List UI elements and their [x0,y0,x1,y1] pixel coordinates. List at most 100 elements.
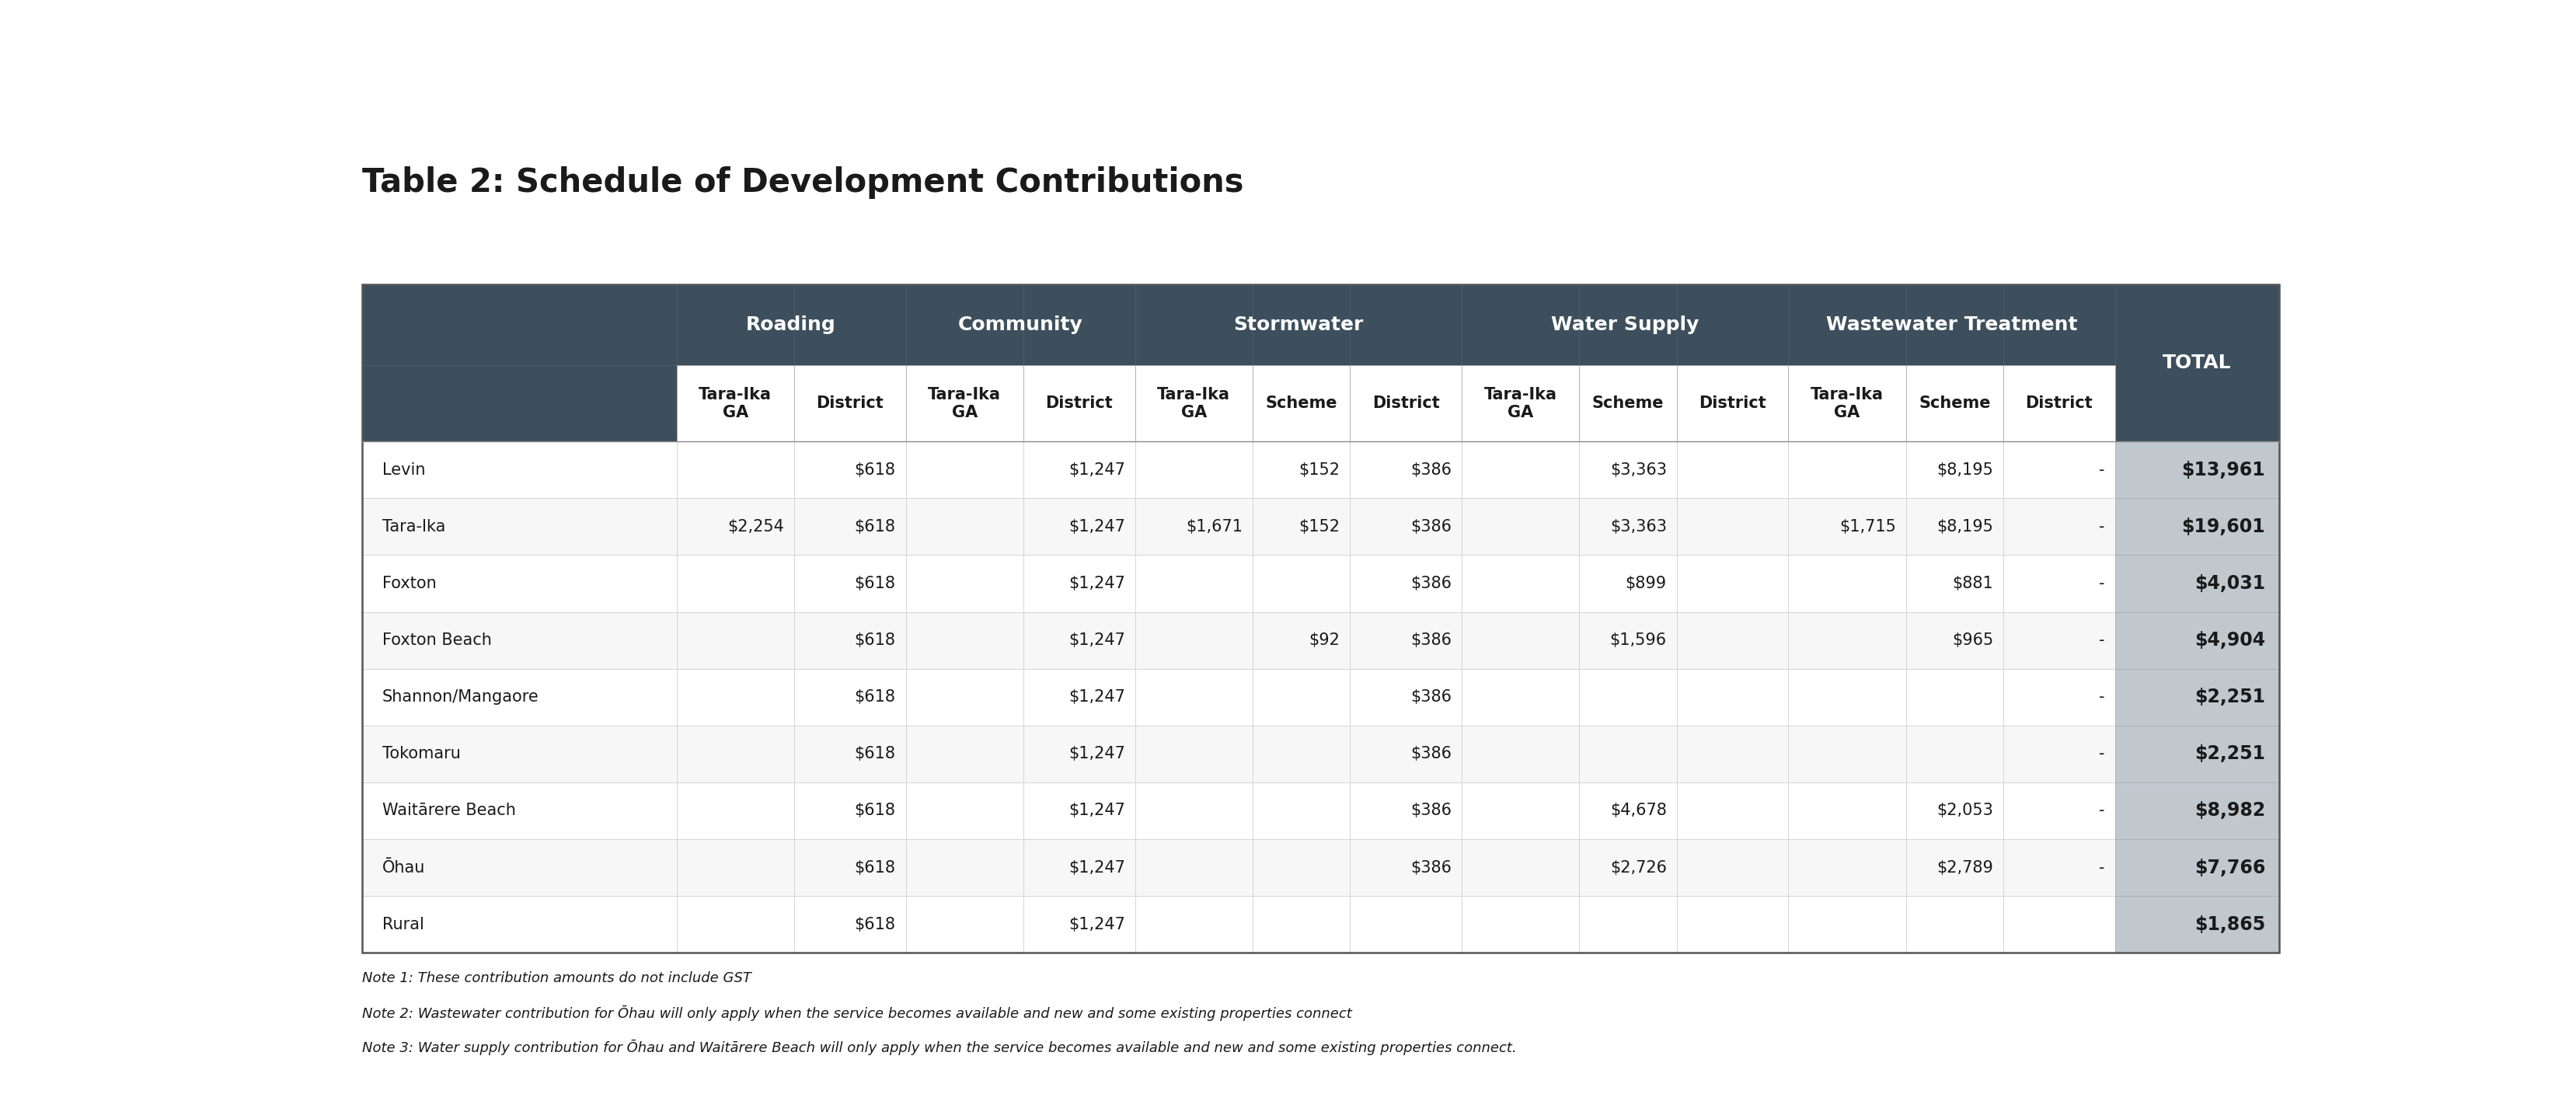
Bar [1350,783,1461,839]
Text: Note 3: Water supply contribution for Ōhau and Waitārere Beach will only apply w: Note 3: Water supply contribution for Ōh… [361,1039,1517,1055]
Bar [1252,442,1350,499]
Bar [1023,896,1133,952]
Text: Table 2: Schedule of Development Contributions: Table 2: Schedule of Development Contrib… [361,166,1244,198]
Text: $4,031: $4,031 [2195,575,2264,592]
Bar [1252,839,1350,896]
Bar [1133,783,1252,839]
Bar [1788,499,1906,555]
Text: Wastewater Treatment: Wastewater Treatment [1826,316,2076,335]
Bar [1133,366,1252,442]
Bar [677,442,793,499]
Text: $618: $618 [855,462,896,478]
Bar [1133,612,1252,668]
Bar [793,366,904,442]
Bar [793,612,904,668]
Text: -: - [2099,689,2105,705]
Bar [904,285,1023,366]
Text: $1,596: $1,596 [1610,633,1667,648]
Text: Ōhau: Ōhau [381,860,425,875]
Bar [1906,285,2002,366]
Text: Note 2: Wastewater contribution for Ōhau will only apply when the service become: Note 2: Wastewater contribution for Ōhau… [361,1005,1352,1021]
Bar [677,612,793,668]
Bar [1906,499,2002,555]
Text: $4,678: $4,678 [1610,803,1667,818]
Bar [904,668,1023,726]
Text: Rural: Rural [381,917,422,933]
Text: Tara-Ika
GA: Tara-Ika GA [1811,386,1883,421]
Bar [1788,783,1906,839]
Bar [1023,499,1133,555]
Bar [677,555,793,612]
Bar [361,499,677,555]
Bar [2002,668,2115,726]
Bar [1579,499,1677,555]
Text: $1,715: $1,715 [1839,519,1896,534]
Bar [2115,668,2277,726]
Bar [904,896,1023,952]
Text: District: District [1370,395,1440,411]
Bar [1133,555,1252,612]
Bar [361,366,677,442]
Bar [1252,555,1350,612]
Bar [677,499,793,555]
Bar [1350,285,1461,366]
Bar [1133,285,1252,366]
Bar [2002,555,2115,612]
Bar [1579,839,1677,896]
Bar [2115,839,2277,896]
Bar [904,612,1023,668]
Bar [361,555,677,612]
Bar [1677,442,1788,499]
Bar [1677,896,1788,952]
Text: Water Supply: Water Supply [1551,316,1698,335]
Bar [361,839,677,896]
Text: $386: $386 [1409,519,1450,534]
Bar [1023,285,1133,366]
Bar [1788,555,1906,612]
Bar [1350,555,1461,612]
Text: Scheme: Scheme [1919,395,1989,411]
Bar [677,668,793,726]
Bar [793,839,904,896]
Bar [677,285,793,366]
Text: $2,053: $2,053 [1937,803,1994,818]
Bar [1579,726,1677,783]
Text: Community: Community [958,316,1082,335]
Text: $386: $386 [1409,462,1450,478]
Text: $881: $881 [1953,576,1994,591]
Text: Roading: Roading [747,316,835,335]
Text: TOTAL: TOTAL [2161,353,2231,372]
Text: $618: $618 [855,917,896,933]
Bar [1133,499,1252,555]
Bar [1906,896,2002,952]
Text: $19,601: $19,601 [2182,517,2264,536]
Bar [2002,442,2115,499]
Text: $618: $618 [855,689,896,705]
Bar [1906,555,2002,612]
Bar [1252,499,1350,555]
Bar [677,726,793,783]
Bar [793,896,904,952]
Bar [2002,726,2115,783]
Text: Stormwater: Stormwater [1234,316,1363,335]
Bar [904,366,1023,442]
Text: $1,247: $1,247 [1069,689,1126,705]
Text: $13,961: $13,961 [2182,460,2264,479]
Bar [1906,726,2002,783]
Bar [2115,499,2277,555]
Bar [793,285,904,366]
Bar [1461,442,1579,499]
Bar [1906,783,2002,839]
Bar [904,555,1023,612]
Bar [2115,726,2277,783]
Bar [1579,285,1677,366]
Text: $386: $386 [1409,689,1450,705]
Bar [1350,442,1461,499]
Bar [2115,896,2277,952]
Text: $8,195: $8,195 [1937,462,1994,478]
Bar [2115,285,2277,442]
Text: $8,982: $8,982 [2195,802,2264,820]
Bar [1788,668,1906,726]
Text: $2,251: $2,251 [2195,688,2264,707]
Text: District: District [1046,395,1113,411]
